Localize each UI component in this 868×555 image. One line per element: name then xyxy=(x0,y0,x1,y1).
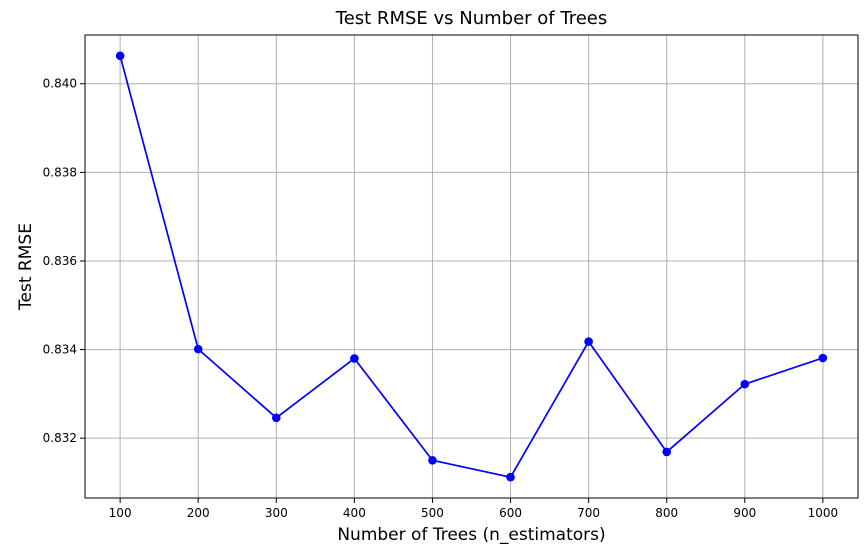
chart-title: Test RMSE vs Number of Trees xyxy=(335,8,607,29)
x-tick-label: 700 xyxy=(577,506,600,520)
x-tick-label: 300 xyxy=(265,506,288,520)
x-tick-label: 400 xyxy=(343,506,366,520)
y-tick-label: 0.840 xyxy=(43,77,77,91)
data-point xyxy=(818,353,828,363)
data-point xyxy=(115,51,125,61)
grid xyxy=(85,35,858,498)
data-point xyxy=(506,472,515,482)
data-point xyxy=(662,447,672,457)
y-tick-label: 0.834 xyxy=(43,343,77,357)
plot-frame xyxy=(84,34,859,499)
y-tick-label: 0.836 xyxy=(43,254,77,268)
ticks: 100 200 300 400 500 600 700 800 900 1000 0.832 0.83… xyxy=(43,77,838,520)
data-point xyxy=(584,337,593,346)
x-tick-label: 600 xyxy=(499,506,522,520)
y-axis-label: Test RMSE xyxy=(16,223,36,311)
series-layer xyxy=(115,51,828,482)
x-tick-label: 800 xyxy=(655,506,678,520)
data-point xyxy=(350,354,359,363)
y-tick-label: 0.832 xyxy=(43,431,77,445)
data-point xyxy=(740,379,750,389)
x-tick-label: 1000 xyxy=(808,506,839,520)
data-point xyxy=(428,456,437,465)
data-point xyxy=(193,344,203,354)
y-tick-label: 0.838 xyxy=(43,165,77,179)
data-point xyxy=(271,413,281,423)
x-axis-label: Number of Trees (n_estimators) xyxy=(337,525,605,545)
x-tick-label: 200 xyxy=(187,506,210,520)
series-line xyxy=(119,55,824,479)
x-tick-label: 500 xyxy=(421,506,444,520)
x-tick-label: 900 xyxy=(733,506,756,520)
x-tick-label: 100 xyxy=(109,506,132,520)
